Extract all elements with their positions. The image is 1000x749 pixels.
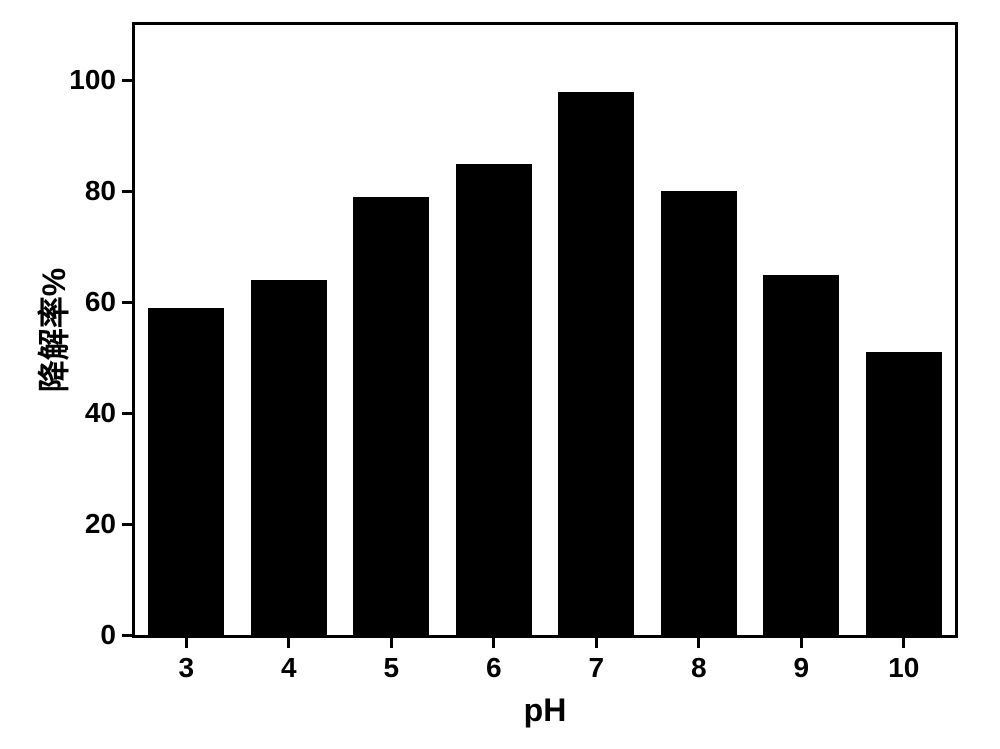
x-tick-label: 4	[281, 652, 297, 684]
x-tick-label: 5	[383, 652, 399, 684]
x-tick	[697, 638, 700, 648]
y-tick-label: 60	[85, 286, 116, 318]
y-tick	[122, 79, 132, 82]
x-tick-label: 7	[588, 652, 604, 684]
x-tick-label: 10	[888, 652, 919, 684]
y-tick-label: 80	[85, 175, 116, 207]
y-tick	[122, 634, 132, 637]
y-axis-line	[132, 22, 135, 638]
x-tick	[287, 638, 290, 648]
y-tick	[122, 412, 132, 415]
y-tick	[122, 523, 132, 526]
bar	[148, 308, 224, 635]
x-tick	[595, 638, 598, 648]
bar	[558, 92, 634, 635]
x-tick	[800, 638, 803, 648]
bar	[661, 191, 737, 635]
x-tick-label: 6	[486, 652, 502, 684]
axis-top-line	[132, 22, 958, 25]
y-tick-label: 0	[100, 619, 116, 651]
bar	[353, 197, 429, 635]
y-tick-label: 100	[69, 64, 116, 96]
x-tick-label: 8	[691, 652, 707, 684]
x-tick	[185, 638, 188, 648]
x-axis-title: pH	[524, 692, 567, 729]
bar	[456, 164, 532, 635]
x-tick	[902, 638, 905, 648]
x-tick	[492, 638, 495, 648]
y-axis-title: 降解率%	[29, 268, 75, 392]
x-tick-label: 9	[793, 652, 809, 684]
y-tick	[122, 301, 132, 304]
y-tick	[122, 190, 132, 193]
y-tick-label: 40	[85, 397, 116, 429]
bar	[251, 280, 327, 635]
x-tick	[390, 638, 393, 648]
figure: 降解率% pH 0 20 40 60 80 100 3 4 5 6 7 8 9 10	[0, 0, 1000, 749]
axis-right-line	[955, 22, 958, 638]
bar	[763, 275, 839, 635]
x-axis-line	[132, 635, 958, 638]
x-tick-label: 3	[178, 652, 194, 684]
y-tick-label: 20	[85, 508, 116, 540]
bar	[866, 352, 942, 635]
